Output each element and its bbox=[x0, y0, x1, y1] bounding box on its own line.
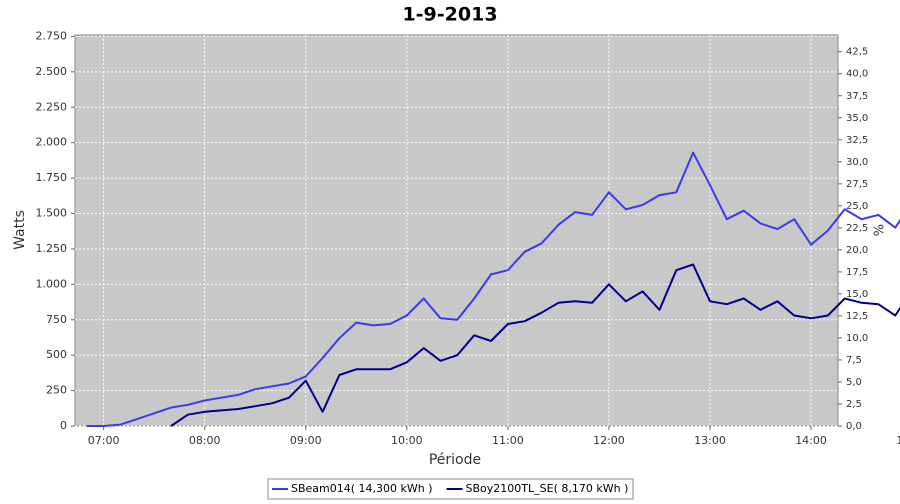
y-axis-label: Watts bbox=[12, 210, 28, 250]
y-tick-label: 2.250 bbox=[36, 100, 68, 113]
x-tick-label: 10:00 bbox=[391, 434, 423, 447]
series-line bbox=[170, 263, 900, 427]
y-tick-label: 1.750 bbox=[36, 171, 68, 184]
y2-tick-label: 37,5 bbox=[846, 91, 868, 102]
y2-tick-label: 17,5 bbox=[846, 267, 868, 278]
legend-label: SBeam014( 14,300 kWh ) bbox=[291, 482, 433, 495]
plot-area bbox=[74, 34, 839, 427]
y2-tick-label: 25,0 bbox=[846, 201, 868, 212]
y2-tick-label: 7,5 bbox=[846, 355, 862, 366]
x-tick-label: 11:00 bbox=[492, 434, 524, 447]
y2-tick-label: 20,0 bbox=[846, 245, 868, 256]
x-tick-label: 08:00 bbox=[189, 434, 221, 447]
y2-tick-label: 2,5 bbox=[846, 399, 862, 410]
x-axis-label: Période bbox=[429, 452, 481, 468]
y2-tick-label: 12,5 bbox=[846, 311, 868, 322]
y-tick-label: 2.750 bbox=[36, 29, 68, 42]
y-tick-label: 1.500 bbox=[36, 207, 68, 220]
y2-tick-label: 40,0 bbox=[846, 69, 868, 80]
y2-tick-label: 30,0 bbox=[846, 157, 868, 168]
y-tick-label: 1.000 bbox=[36, 277, 68, 290]
y2-tick-label: 15,0 bbox=[846, 289, 868, 300]
y2-tick-label: 22,5 bbox=[846, 223, 868, 234]
y2-tick-label: 0,0 bbox=[846, 421, 862, 432]
legend-label: SBoy2100TL_SE( 8,170 kWh ) bbox=[466, 482, 629, 495]
series-line bbox=[86, 151, 900, 427]
y2-tick-label: 42,5 bbox=[846, 47, 868, 58]
x-tick-label: 14:00 bbox=[795, 434, 827, 447]
y2-axis-label: % bbox=[873, 224, 888, 236]
y-tick-label: 1.250 bbox=[36, 242, 68, 255]
y2-tick-label: 35,0 bbox=[846, 113, 868, 124]
x-tick-label: 07:00 bbox=[88, 434, 120, 447]
x-tick-label: 15:00 bbox=[896, 434, 900, 447]
y-tick-label: 750 bbox=[46, 313, 67, 326]
x-tick-label: 09:00 bbox=[290, 434, 322, 447]
x-tick-label: 13:00 bbox=[694, 434, 726, 447]
y2-tick-label: 32,5 bbox=[846, 135, 868, 146]
y-tick-label: 0 bbox=[60, 419, 67, 432]
y-tick-label: 2.500 bbox=[36, 65, 68, 78]
y-tick-label: 250 bbox=[46, 384, 67, 397]
y-tick-label: 2.000 bbox=[36, 136, 68, 149]
y2-tick-label: 5,0 bbox=[846, 377, 862, 388]
y2-tick-label: 27,5 bbox=[846, 179, 868, 190]
y-tick-label: 500 bbox=[46, 348, 67, 361]
x-tick-label: 12:00 bbox=[593, 434, 625, 447]
y2-tick-label: 10,0 bbox=[846, 333, 868, 344]
chart-title: 1-9-2013 bbox=[402, 4, 497, 26]
